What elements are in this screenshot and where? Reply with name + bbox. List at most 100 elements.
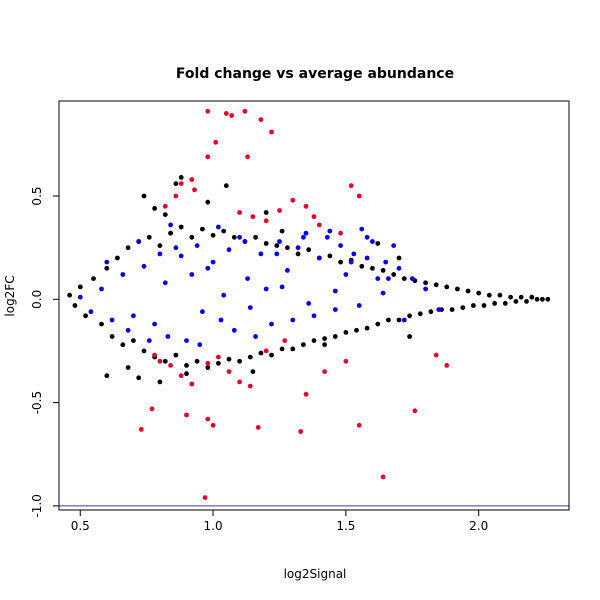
data-point <box>210 422 216 428</box>
data-point <box>67 292 72 298</box>
data-point <box>322 369 327 374</box>
data-point <box>231 234 237 240</box>
data-point <box>104 373 110 379</box>
data-point <box>136 375 142 381</box>
data-point <box>423 286 428 292</box>
data-point <box>383 259 389 265</box>
x-tick-label: 1.0 <box>204 519 223 533</box>
data-point <box>497 292 503 298</box>
data-point <box>324 234 330 240</box>
data-point <box>529 294 535 300</box>
data-point <box>223 111 229 116</box>
data-point <box>162 358 168 364</box>
data-point <box>205 416 211 422</box>
data-point <box>194 243 200 249</box>
data-point <box>178 175 184 180</box>
data-point <box>168 363 174 368</box>
data-point <box>216 354 221 360</box>
data-point <box>120 342 126 348</box>
data-point <box>263 218 269 224</box>
data-point <box>141 348 147 354</box>
data-point <box>269 321 274 327</box>
data-point <box>417 311 423 317</box>
data-point <box>245 154 251 160</box>
data-point <box>386 276 391 281</box>
data-point <box>157 251 163 257</box>
data-point <box>343 358 349 364</box>
y-tick-label: 0.5 <box>30 186 44 205</box>
data-point <box>370 265 375 271</box>
data-point <box>303 203 309 209</box>
data-point <box>343 330 349 335</box>
y-tick-label: -1.0 <box>30 494 44 517</box>
data-point <box>229 113 235 118</box>
y-tick-label: 0.0 <box>30 290 44 309</box>
data-point <box>359 263 365 269</box>
data-point <box>391 272 397 277</box>
data-point <box>492 301 497 306</box>
data-point <box>322 336 327 341</box>
data-point <box>338 259 343 265</box>
data-point <box>247 383 253 389</box>
data-point <box>205 108 211 114</box>
data-point <box>178 224 184 230</box>
data-point <box>370 239 375 244</box>
data-point <box>274 251 280 257</box>
data-point <box>407 313 412 319</box>
data-point <box>146 234 152 240</box>
data-point <box>332 334 338 339</box>
data-point <box>364 325 370 331</box>
data-point <box>518 294 524 300</box>
data-point <box>279 228 285 234</box>
data-point <box>486 292 492 298</box>
data-point <box>218 317 224 323</box>
data-point <box>423 280 428 286</box>
data-point <box>162 212 168 218</box>
data-point <box>534 296 540 302</box>
x-tick-label: 1.5 <box>336 519 355 533</box>
data-point <box>428 309 434 315</box>
data-point <box>354 327 359 333</box>
data-point <box>263 286 269 292</box>
data-point <box>202 495 208 500</box>
data-point <box>157 243 163 249</box>
data-point <box>141 193 147 199</box>
x-axis: 0.5 1.0 1.5 2.0 <box>71 509 488 533</box>
data-point <box>205 360 211 366</box>
data-point <box>380 290 386 296</box>
data-point <box>226 369 232 374</box>
data-point <box>348 259 354 265</box>
data-point <box>194 358 200 364</box>
data-point <box>433 352 439 358</box>
data-point <box>460 305 466 310</box>
data-point <box>513 299 519 304</box>
data-point <box>332 307 338 312</box>
chart-title: Fold change vs average abundance <box>176 66 454 82</box>
data-point <box>231 327 237 333</box>
data-point <box>316 255 322 261</box>
data-points <box>67 108 551 500</box>
data-point <box>184 363 189 368</box>
data-point <box>298 429 304 434</box>
data-point <box>396 317 402 323</box>
data-point <box>285 268 290 273</box>
data-point <box>178 181 184 187</box>
data-point <box>221 292 227 298</box>
data-point <box>401 276 407 281</box>
data-point <box>348 183 354 189</box>
x-axis-label: log2Signal <box>284 567 347 581</box>
data-point <box>436 307 442 312</box>
data-point <box>356 193 362 199</box>
data-point <box>152 321 158 327</box>
data-point <box>356 422 362 428</box>
data-point <box>88 309 94 315</box>
data-point <box>306 301 312 306</box>
data-point <box>210 259 216 265</box>
data-point <box>200 226 205 232</box>
data-point <box>226 356 232 362</box>
x-tick-label: 0.5 <box>71 519 90 533</box>
data-point <box>502 301 508 306</box>
data-point <box>168 222 174 228</box>
